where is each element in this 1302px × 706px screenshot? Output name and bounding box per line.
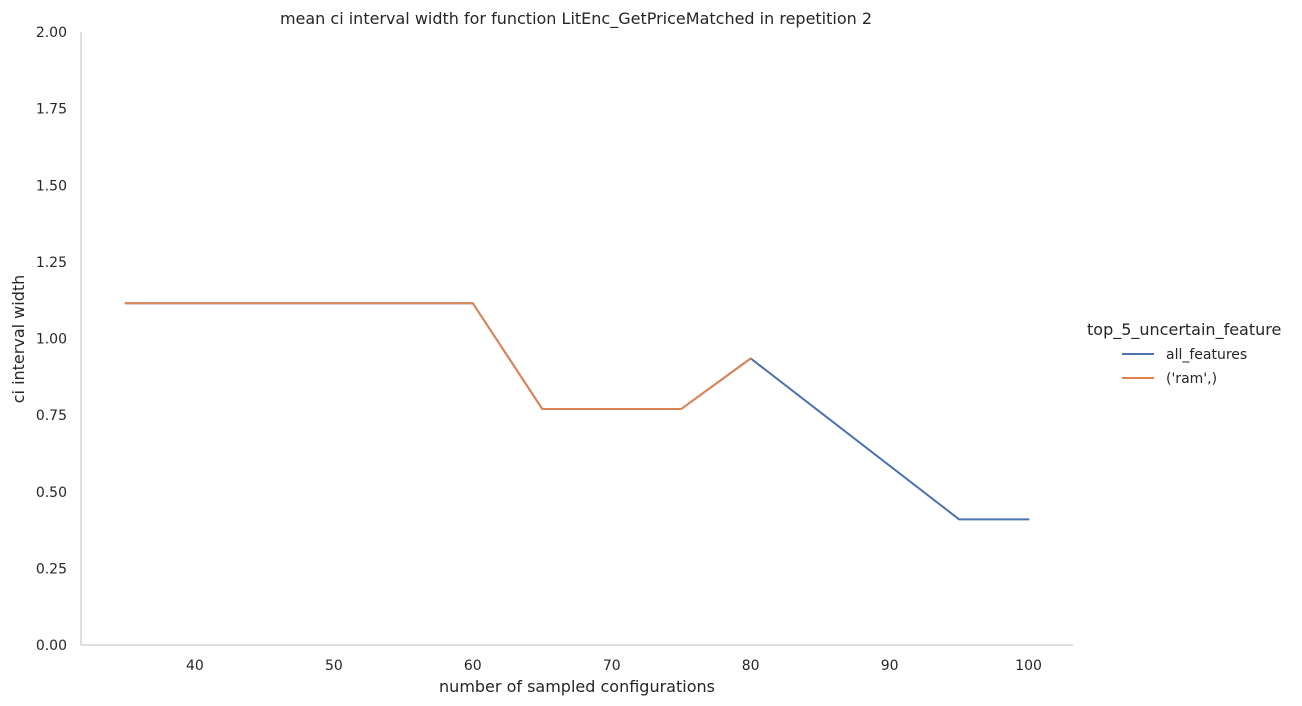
chart-title: mean ci interval width for function LitE… [280, 9, 872, 29]
y-tick-label: 0.75 [36, 408, 67, 424]
x-tick-label: 60 [464, 658, 482, 674]
series-layer [124, 302, 1030, 521]
y-axis-label: ci interval width [9, 275, 28, 404]
y-tick-label: 0.25 [36, 561, 67, 577]
x-tick-label: 80 [742, 658, 760, 674]
legend-items: all_features ('ram',) [1122, 347, 1247, 387]
x-tick-label: 50 [325, 658, 343, 674]
y-tick-label: 1.25 [36, 255, 67, 271]
x-tick-label: 90 [881, 658, 899, 674]
y-tick-label: 2.00 [36, 25, 67, 41]
series-line-0 [124, 302, 1030, 521]
x-tick-label: 70 [603, 658, 621, 674]
y-axis-ticks: 0.00 0.25 0.50 0.75 1.00 1.25 1.50 1.75 2.00 [36, 25, 67, 654]
legend: top_5_uncertain_feature all_features ('ra… [1087, 320, 1281, 387]
y-tick-label: 0.50 [36, 485, 67, 501]
x-tick-label: 40 [186, 658, 204, 674]
y-tick-label: 1.50 [36, 178, 67, 194]
y-tick-label: 1.75 [36, 102, 67, 118]
x-axis-label: number of sampled configurations [439, 677, 715, 696]
legend-label-1: ('ram',) [1166, 371, 1217, 387]
y-tick-label: 0.00 [36, 638, 67, 654]
y-tick-label: 1.00 [36, 332, 67, 348]
legend-label-0: all_features [1166, 347, 1247, 363]
legend-title: top_5_uncertain_feature [1087, 320, 1281, 340]
x-axis-ticks: 40 50 60 70 80 90 100 [186, 658, 1042, 674]
x-tick-label: 100 [1015, 658, 1042, 674]
series-line-1 [124, 302, 752, 410]
